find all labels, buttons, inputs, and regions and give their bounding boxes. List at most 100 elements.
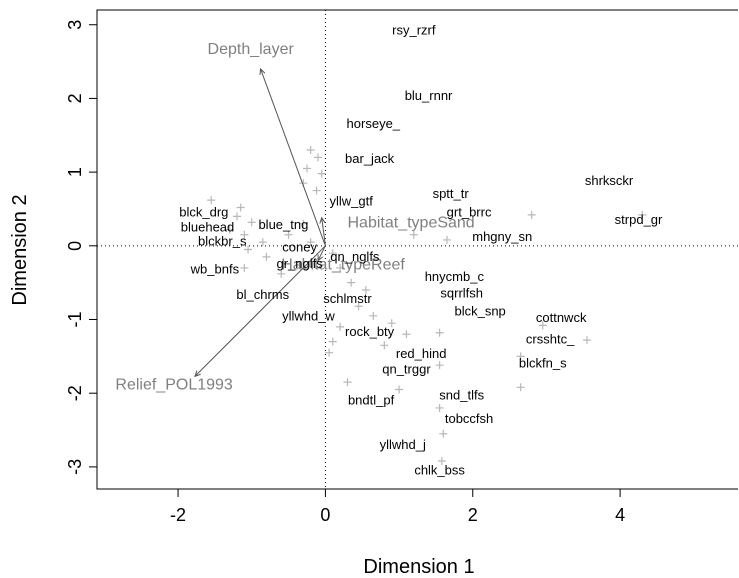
env-vector-label: Relief_POL1993	[115, 377, 233, 394]
x-axis-title: Dimension 1	[363, 556, 474, 578]
species-point	[582, 336, 591, 345]
species-point	[435, 361, 444, 370]
env-vector-line	[194, 245, 326, 377]
species-point	[638, 210, 647, 219]
species-label: coney	[282, 239, 317, 254]
species-point	[232, 212, 241, 221]
species-point	[439, 429, 448, 438]
species-point	[328, 249, 337, 258]
species-point	[336, 263, 345, 272]
y-tick-label: -1	[65, 311, 85, 327]
environment-vectors: Depth_layer Habitat_typeSand Habitat_typeR…	[115, 41, 474, 393]
species-label: horseye_	[347, 116, 401, 131]
y-tick-label: -2	[65, 385, 85, 401]
species-label: blck_drg	[179, 205, 228, 220]
species-point	[361, 286, 370, 295]
env-vector-label: Habitat_typeSand	[348, 214, 475, 231]
env-vector-arrowhead	[319, 216, 326, 224]
env-vector-line	[317, 245, 326, 261]
species-label: bl_chrms	[236, 287, 289, 302]
species-label: blck_snp	[454, 303, 505, 318]
x-tick-label: -2	[170, 505, 186, 525]
x-tick-label: 2	[468, 505, 478, 525]
species-point	[442, 235, 451, 244]
species-label: qn_trggr	[382, 362, 431, 377]
species-label: sqrrlfsh	[440, 286, 483, 301]
species-label: blu_rnnr	[405, 88, 453, 103]
species-points	[207, 146, 647, 465]
y-tick-label: 3	[65, 20, 85, 30]
species-point	[240, 263, 249, 272]
species-point	[387, 319, 396, 328]
species-label: yllwhd_j	[380, 437, 426, 452]
species-label: snd_tlfs	[439, 387, 484, 402]
species-label: schlmstr	[323, 291, 372, 306]
species-point	[435, 403, 444, 412]
species-point	[299, 219, 308, 228]
species-label: grt_brrc	[447, 205, 492, 220]
species-point	[262, 252, 271, 261]
plot-border	[96, 9, 738, 490]
species-point	[516, 352, 525, 361]
species-label: chlk_bss	[414, 463, 465, 478]
x-tick-label: 0	[320, 505, 330, 525]
species-label: shrksckr	[585, 173, 634, 188]
species-label: bluehead	[181, 219, 235, 234]
y-axis-ticks: -3 -2 -1 0 1 2 3	[65, 20, 97, 475]
reference-lines	[97, 10, 738, 489]
species-point	[207, 196, 216, 205]
species-point	[516, 383, 525, 392]
species-point	[277, 269, 286, 278]
species-label: bar_jack	[345, 151, 395, 166]
species-point	[284, 230, 293, 239]
env-vector-label: Habitat_typeReef	[281, 256, 405, 273]
env-vector-line	[321, 217, 326, 246]
species-point	[402, 330, 411, 339]
species-label: gr_nglfs	[276, 256, 323, 271]
species-point	[343, 378, 352, 387]
species-label: bndtl_pf	[348, 393, 395, 408]
species-point	[336, 322, 345, 331]
species-point	[380, 341, 389, 350]
species-point	[306, 238, 315, 247]
species-label: mhgny_sn	[472, 229, 532, 244]
species-point	[395, 385, 404, 394]
species-point	[240, 230, 249, 239]
env-vector-line	[260, 68, 326, 246]
species-point	[312, 186, 321, 195]
species-label: cottnwck	[536, 310, 587, 325]
species-point	[354, 302, 363, 311]
species-point	[347, 278, 356, 287]
y-axis-title: Dimension 2	[9, 194, 31, 305]
species-point	[527, 210, 536, 219]
species-point	[538, 321, 547, 330]
species-point	[325, 348, 334, 357]
species-label: hnycmb_c	[425, 269, 485, 284]
env-vector-arrowhead	[194, 370, 201, 378]
species-point	[302, 164, 311, 173]
species-point	[328, 337, 337, 346]
species-label: sptt_tr	[433, 186, 470, 201]
species-point	[236, 203, 245, 212]
species-point	[369, 311, 378, 320]
species-label: red_hind	[396, 346, 447, 361]
species-label: blckfn_s	[519, 356, 567, 371]
species-point	[225, 225, 234, 234]
env-vector-arrowhead	[317, 254, 324, 262]
species-label: rsy_rzrf	[392, 23, 436, 38]
species-point	[437, 456, 446, 465]
species-label: yllwhd_w	[282, 309, 335, 324]
x-axis-ticks: -2 0 2 4	[170, 489, 625, 525]
y-tick-label: 1	[65, 167, 85, 177]
y-tick-label: -3	[65, 459, 85, 475]
species-label: tobccfsh	[445, 411, 493, 426]
species-point	[306, 146, 315, 155]
plot-frame	[96, 9, 738, 490]
species-point	[314, 153, 323, 162]
species-label: blckbr_s	[198, 233, 247, 248]
species-labels: rsy_rzrf blu_rnnr horseye_ bar_jack shrksckr…	[179, 23, 663, 478]
species-point	[247, 218, 256, 227]
species-point	[244, 245, 253, 254]
env-vector-arrowhead	[259, 67, 266, 75]
